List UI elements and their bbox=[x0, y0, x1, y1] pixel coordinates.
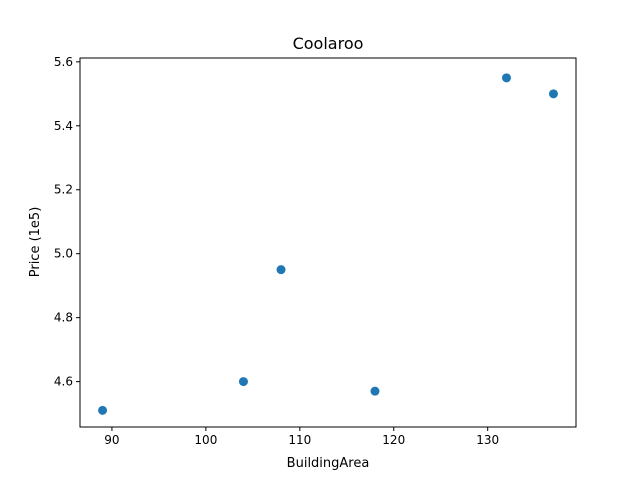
y-tick-label: 4.8 bbox=[54, 311, 73, 325]
y-tick-label: 5.2 bbox=[54, 183, 73, 197]
scatter-point bbox=[98, 405, 108, 415]
x-tick-label: 100 bbox=[194, 433, 217, 447]
scatter-point bbox=[501, 73, 511, 83]
x-tick-label: 110 bbox=[288, 433, 311, 447]
y-tick-label: 5.6 bbox=[54, 55, 73, 69]
y-tick-label: 5.0 bbox=[54, 247, 73, 261]
scatter-point bbox=[548, 89, 558, 99]
points-layer bbox=[98, 73, 558, 415]
ticks-layer: 90 100 110 120 130 4.6 4.8 5.0 5.2 5.4 5.6 bbox=[54, 55, 499, 447]
y-tick-label: 4.6 bbox=[54, 375, 73, 389]
x-axis-label: BuildingArea bbox=[287, 456, 370, 471]
y-axis-label: Price (1e5) bbox=[28, 207, 43, 278]
chart-title: Coolaroo bbox=[293, 34, 364, 53]
x-tick-label: 130 bbox=[476, 433, 499, 447]
scatter-point bbox=[276, 265, 286, 275]
y-tick-label: 5.4 bbox=[54, 119, 73, 133]
x-tick-label: 120 bbox=[382, 433, 405, 447]
x-tick-label: 90 bbox=[104, 433, 119, 447]
scatter-point bbox=[238, 377, 248, 387]
scatter-point bbox=[370, 386, 380, 396]
plot-area-frame bbox=[79, 57, 577, 428]
